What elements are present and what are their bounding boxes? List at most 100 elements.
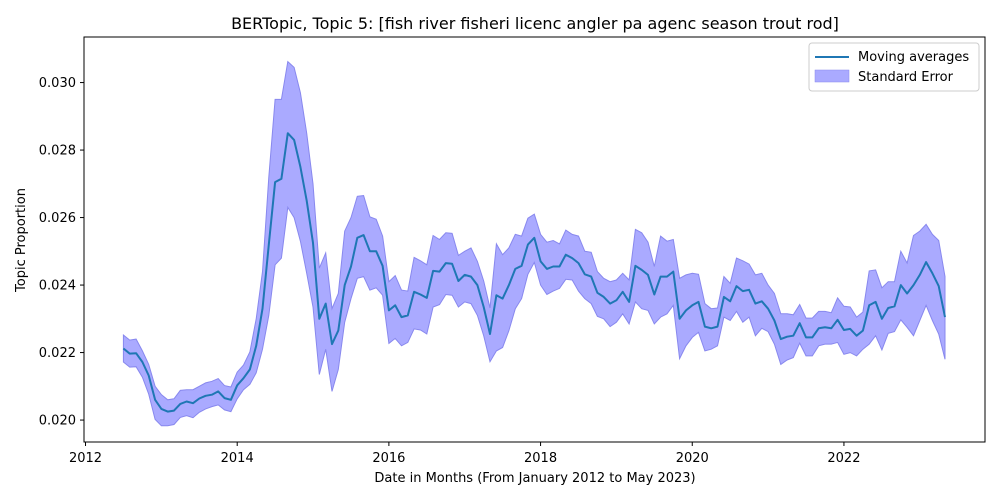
data-point — [438, 270, 441, 273]
x-tick-label: 2014 — [221, 451, 254, 466]
data-point — [710, 327, 713, 330]
data-point — [754, 302, 757, 305]
data-point — [906, 292, 909, 295]
data-point — [507, 284, 510, 287]
data-point — [482, 306, 485, 309]
data-point — [596, 291, 599, 294]
data-point — [337, 329, 340, 332]
data-point — [697, 300, 700, 303]
data-point — [830, 327, 833, 330]
data-point — [305, 199, 308, 202]
data-point — [861, 329, 864, 332]
data-point — [621, 290, 624, 293]
data-point — [552, 265, 555, 268]
y-tick-label: 0.020 — [39, 414, 76, 429]
data-point — [280, 177, 283, 180]
y-axis: 0.020 0.022 0.024 0.026 0.028 0.030 — [39, 76, 84, 429]
x-tick-label: 2016 — [372, 451, 405, 466]
moving-averages-line — [122, 132, 946, 413]
data-point — [817, 327, 820, 330]
legend-box — [808, 42, 980, 92]
data-point — [457, 280, 460, 283]
y-tick-label: 0.028 — [39, 144, 76, 159]
data-point — [887, 307, 890, 310]
data-point — [324, 302, 327, 305]
data-point — [425, 296, 428, 299]
data-point — [634, 264, 637, 267]
data-point — [533, 236, 536, 239]
data-point — [678, 317, 681, 320]
data-point — [893, 305, 896, 308]
data-point — [400, 316, 403, 319]
data-point — [615, 299, 618, 302]
data-point — [836, 318, 839, 321]
data-point — [571, 257, 574, 260]
data-point — [590, 275, 593, 278]
data-point — [918, 273, 921, 276]
data-point — [444, 262, 447, 265]
data-point — [653, 293, 656, 296]
data-point — [286, 132, 289, 135]
data-point — [691, 304, 694, 307]
data-point — [545, 267, 548, 270]
x-tick-label: 2012 — [69, 451, 102, 466]
data-point — [628, 300, 631, 303]
legend-swatch-standard-error — [814, 69, 850, 83]
data-point — [166, 410, 169, 413]
data-point — [526, 243, 529, 246]
data-point — [514, 267, 517, 270]
data-point — [855, 334, 858, 337]
data-point — [729, 300, 732, 303]
data-point — [703, 325, 706, 328]
data-point — [229, 398, 232, 401]
x-tick-label: 2020 — [676, 451, 709, 466]
data-point — [255, 344, 258, 347]
data-point — [141, 361, 144, 364]
data-point — [722, 295, 725, 298]
data-point — [659, 275, 662, 278]
data-point — [476, 284, 479, 287]
data-point — [937, 285, 940, 288]
data-point — [874, 300, 877, 303]
y-tick-label: 0.022 — [39, 346, 76, 361]
data-point — [666, 275, 669, 278]
data-point — [432, 269, 435, 272]
data-point — [489, 333, 492, 336]
data-point — [824, 326, 827, 329]
data-point — [204, 394, 207, 397]
data-point — [236, 384, 239, 387]
data-point — [394, 304, 397, 307]
data-point — [735, 285, 738, 288]
data-point — [350, 265, 353, 268]
data-point — [463, 273, 466, 276]
data-point — [767, 307, 770, 310]
data-point — [223, 397, 226, 400]
data-point — [760, 300, 763, 303]
y-tick-label: 0.026 — [39, 211, 76, 226]
data-point — [564, 253, 567, 256]
legend-label-moving-averages: Moving averages — [858, 50, 969, 65]
y-axis-label: Topic Proportion — [14, 188, 29, 293]
data-point — [192, 402, 195, 405]
data-point — [685, 309, 688, 312]
legend: Moving averages Standard Error — [808, 42, 980, 92]
data-point — [267, 243, 270, 246]
y-tick-label: 0.030 — [39, 76, 76, 91]
data-point — [343, 284, 346, 287]
data-point — [406, 314, 409, 317]
data-point — [842, 329, 845, 332]
data-point — [748, 288, 751, 291]
data-point — [293, 138, 296, 141]
data-point — [312, 241, 315, 244]
data-point — [299, 165, 302, 168]
data-point — [640, 268, 643, 271]
plot-area — [122, 60, 946, 427]
x-axis: 2012 2014 2016 2018 2020 2022 — [69, 442, 860, 466]
data-point — [495, 294, 498, 297]
data-point — [261, 307, 264, 310]
data-point — [792, 334, 795, 337]
data-point — [716, 325, 719, 328]
data-point — [451, 262, 454, 265]
data-point — [387, 309, 390, 312]
